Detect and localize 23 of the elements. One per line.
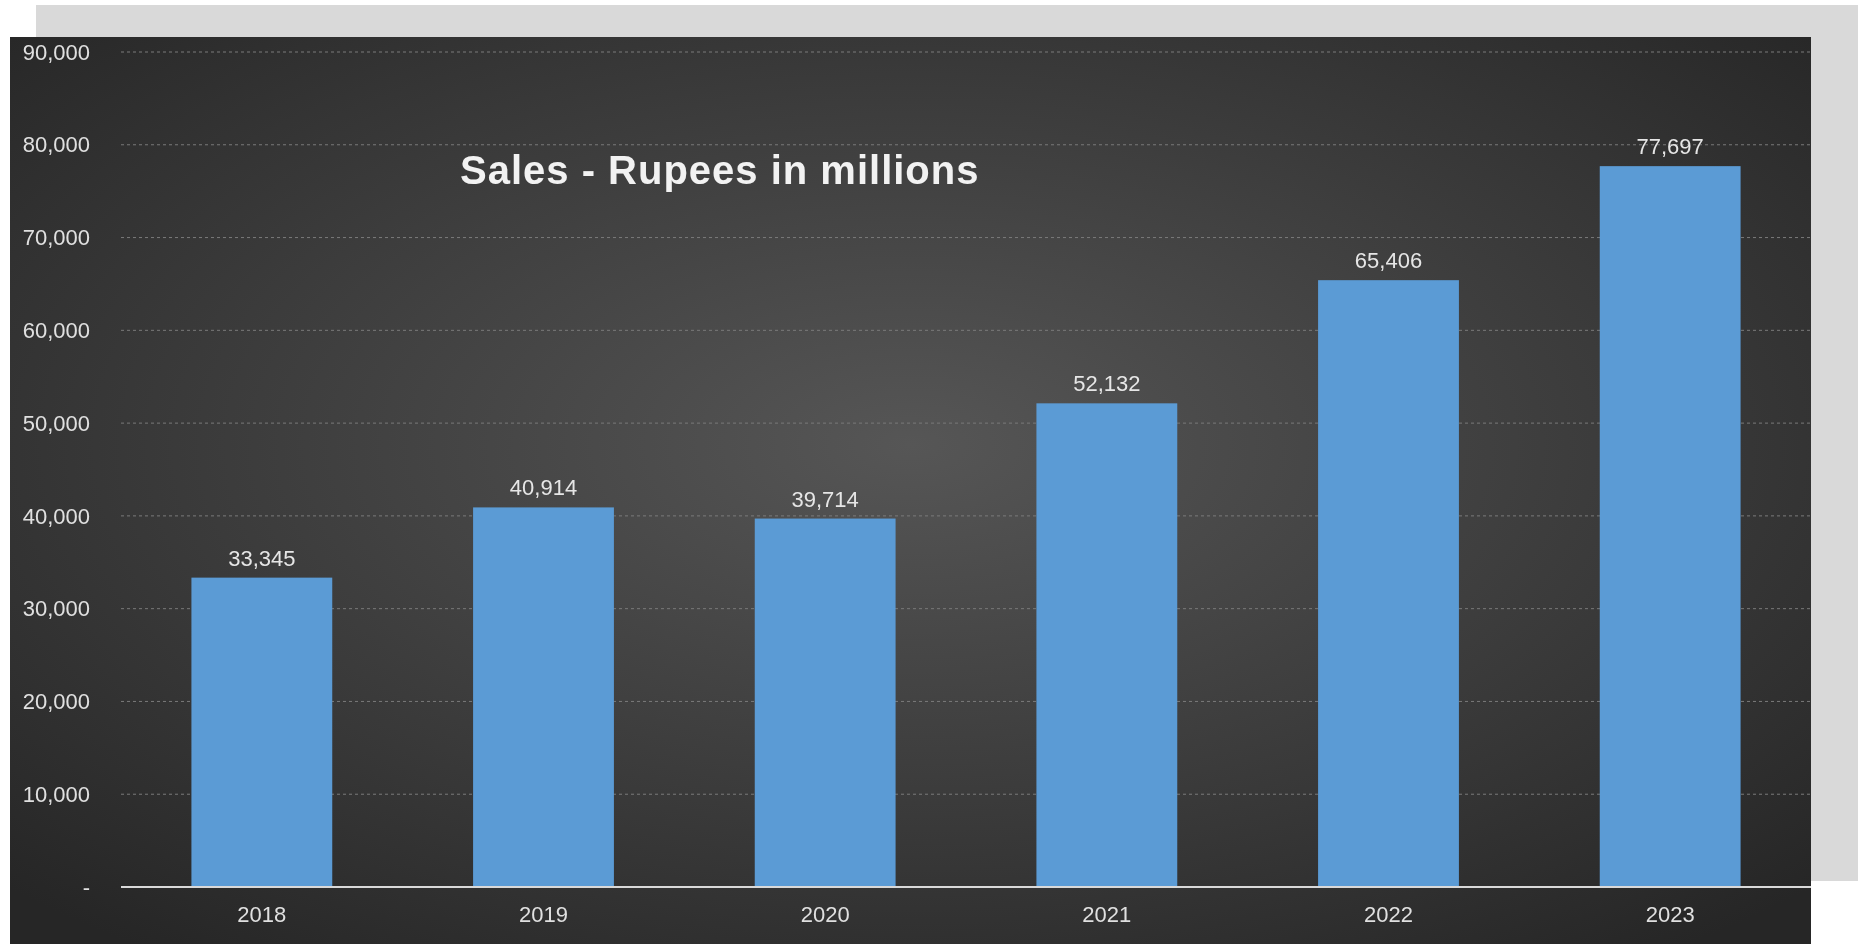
y-tick-label: 70,000 <box>22 225 90 251</box>
data-label: 33,345 <box>228 545 296 571</box>
text: Sales - Rupees in millions <box>460 148 980 192</box>
y-tick-label: - <box>82 874 90 900</box>
x-tick-label: 2021 <box>1082 902 1132 927</box>
y-tick-label: 50,000 <box>22 410 90 436</box>
y-tick-label: 90,000 <box>22 39 90 65</box>
y-tick-label: 30,000 <box>22 596 90 622</box>
data-label: 39,714 <box>791 486 859 512</box>
y-tick-label: 40,000 <box>22 503 90 529</box>
x-tick-label: 2020 <box>800 902 850 927</box>
y-tick-label: 60,000 <box>22 318 90 344</box>
x-tick-label: 2018 <box>237 902 287 927</box>
x-tick-label: 2019 <box>519 902 568 927</box>
data-label: 40,914 <box>509 475 578 501</box>
data-label: 77,697 <box>1636 134 1704 160</box>
y-tick-label: 80,000 <box>22 132 90 158</box>
y-tick-label: 10,000 <box>22 781 90 807</box>
data-label: 52,132 <box>1073 371 1141 397</box>
x-tick-label: 2022 <box>1364 902 1413 927</box>
x-tick-label: 2023 <box>1645 902 1695 927</box>
y-tick-label: 20,000 <box>22 689 90 715</box>
data-label: 65,406 <box>1354 248 1423 274</box>
